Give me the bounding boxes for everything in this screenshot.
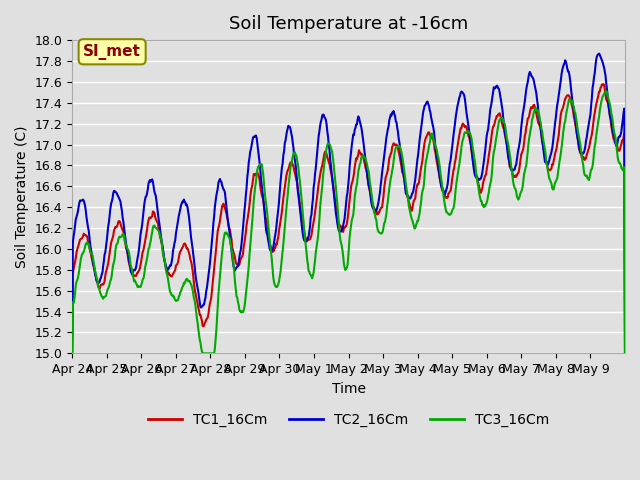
Title: Soil Temperature at -16cm: Soil Temperature at -16cm [229,15,468,33]
TC1_16Cm [600,81,607,87]
Text: SI_met: SI_met [83,44,141,60]
TC1_16Cm [235,263,243,268]
Line: TC3_16Cm: TC3_16Cm [72,91,625,353]
TC3_16Cm [602,88,610,94]
TC3_16Cm [235,302,243,308]
Legend: TC1_16Cm, TC2_16Cm, TC3_16Cm: TC1_16Cm, TC2_16Cm, TC3_16Cm [142,408,555,432]
TC2_16Cm [436,180,444,185]
Line: TC1_16Cm: TC1_16Cm [72,84,625,353]
TC1_16Cm [262,216,270,222]
TC3_16Cm [262,201,270,206]
TC2_16Cm [235,260,243,265]
TC2_16Cm [406,195,413,201]
TC1_16Cm [133,270,141,276]
TC1_16Cm [68,350,76,356]
TC2_16Cm [68,350,76,356]
TC3_16Cm [133,283,141,288]
TC3_16Cm [621,350,629,356]
TC1_16Cm [621,350,629,356]
TC2_16Cm [595,51,603,57]
TC2_16Cm [133,258,141,264]
TC3_16Cm [436,170,444,176]
TC2_16Cm [621,350,629,356]
TC3_16Cm [283,199,291,205]
TC3_16Cm [68,350,76,356]
TC2_16Cm [283,129,291,134]
Line: TC2_16Cm: TC2_16Cm [72,54,625,353]
X-axis label: Time: Time [332,382,365,396]
TC1_16Cm [406,202,413,207]
TC1_16Cm [436,178,444,184]
TC1_16Cm [283,170,291,176]
TC3_16Cm [406,206,413,212]
Y-axis label: Soil Temperature (C): Soil Temperature (C) [15,125,29,268]
TC2_16Cm [262,227,270,233]
